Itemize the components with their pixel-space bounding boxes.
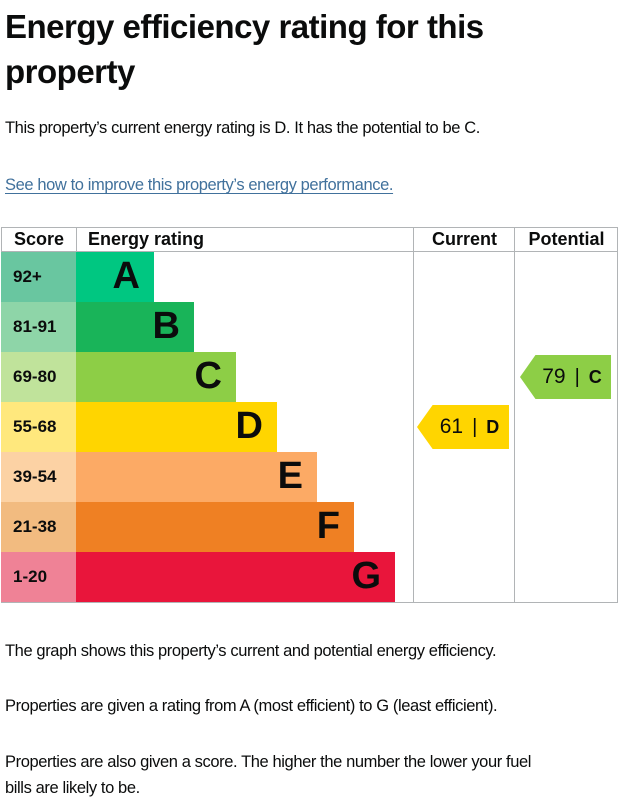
potential-separator: |	[574, 365, 580, 388]
epc-rows: 92+ A 81-91 B 69-80 C 55-68 D 39-54 E 21-38 F 1-20 G	[1, 252, 618, 602]
band-bar-c: C	[76, 352, 236, 402]
page-title-line1: Energy efficiency rating for this	[5, 8, 484, 45]
current-score: 61	[439, 415, 464, 438]
column-header-energy-rating: Energy rating	[76, 228, 414, 251]
band-row-a: 92+ A	[1, 252, 618, 302]
band-row-d: 55-68 D	[1, 402, 618, 452]
band-bar-d: D	[76, 402, 277, 452]
score-explanation-text: Properties are also given a score. The h…	[5, 749, 531, 801]
column-header-potential: Potential	[528, 229, 605, 249]
band-bar-e: E	[76, 452, 317, 502]
current-column-divider	[413, 227, 414, 603]
band-bar-a: A	[76, 252, 154, 302]
band-bar-b: B	[76, 302, 194, 352]
chart-bottom-border	[1, 602, 618, 603]
potential-band: C	[588, 366, 602, 387]
current-separator: |	[472, 415, 478, 438]
score-explanation-line1: Properties are also given a score. The h…	[5, 753, 532, 771]
epc-rating-chart: Score Energy rating Current Potential 92…	[1, 227, 618, 604]
column-header-score: Score	[1, 228, 76, 251]
page-title-line2: property	[5, 53, 135, 90]
score-range-f: 21-38	[1, 502, 76, 552]
score-range-a: 92+	[1, 252, 76, 302]
score-range-e: 39-54	[1, 452, 76, 502]
current-arrow: 61 | D	[417, 405, 509, 449]
score-range-b: 81-91	[1, 302, 76, 352]
score-range-d: 55-68	[1, 402, 76, 452]
band-row-b: 81-91 B	[1, 302, 618, 352]
score-range-g: 1-20	[1, 552, 76, 602]
score-range-c: 69-80	[1, 352, 76, 402]
improve-performance-link[interactable]: See how to improve this property’s energ…	[5, 176, 394, 194]
current-band: D	[486, 416, 500, 437]
potential-arrow: 79 | C	[520, 355, 611, 399]
band-row-c: 69-80 C	[1, 352, 618, 402]
chart-right-border	[617, 227, 618, 603]
potential-column-divider	[514, 227, 515, 603]
graph-description-text: The graph shows this property’s current …	[5, 642, 497, 660]
intro-text: This property’s current energy rating is…	[5, 119, 480, 137]
band-row-g: 1-20 G	[1, 552, 618, 602]
band-bar-g: G	[76, 552, 395, 602]
band-bar-f: F	[76, 502, 354, 552]
potential-score: 79	[542, 365, 566, 388]
band-row-f: 21-38 F	[1, 502, 618, 552]
page-title: Energy efficiency rating for this proper…	[5, 4, 615, 94]
score-explanation-line2: bills are likely to be.	[5, 779, 140, 797]
chart-header-row: Score Energy rating Current Potential	[1, 227, 618, 252]
column-header-current: Current	[431, 229, 497, 249]
band-row-e: 39-54 E	[1, 452, 618, 502]
rating-explanation-text: Properties are given a rating from A (mo…	[5, 697, 498, 715]
